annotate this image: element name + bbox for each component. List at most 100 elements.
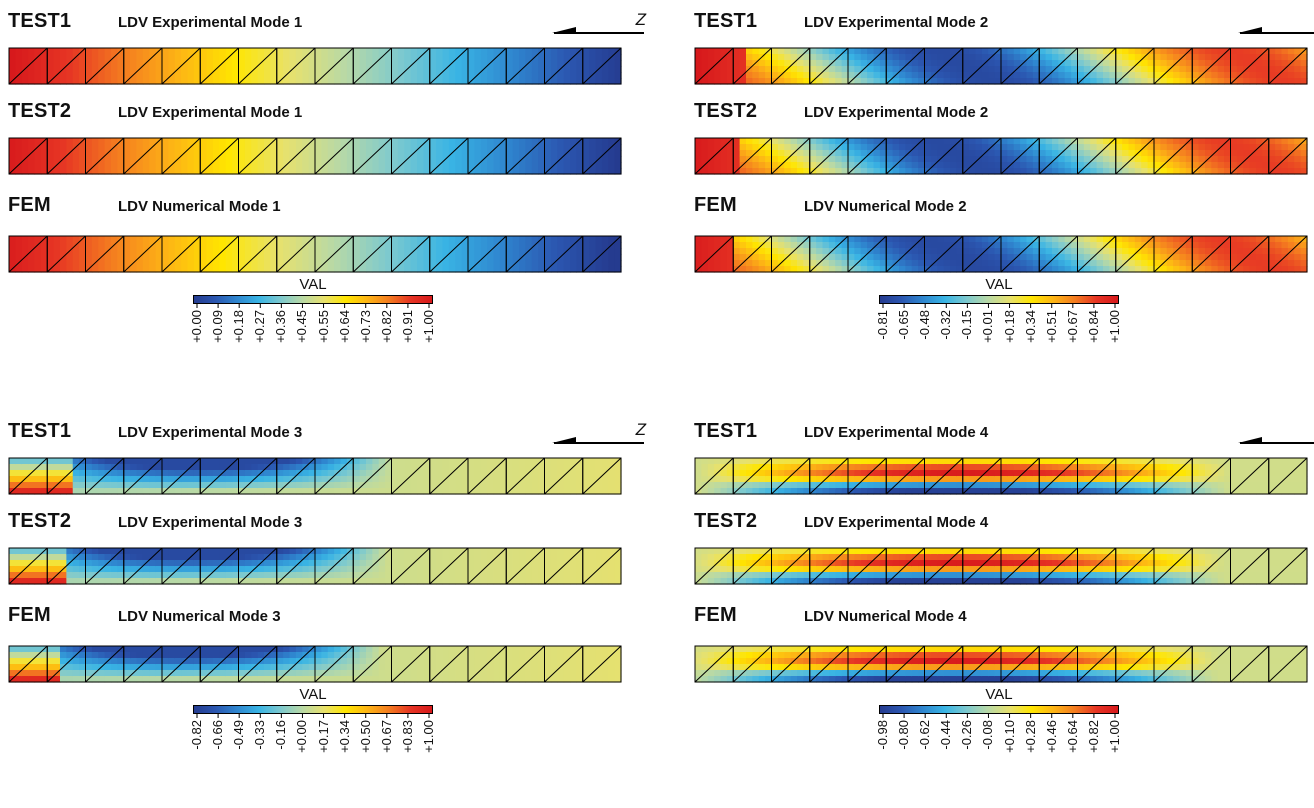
colorbar-tick-label: +0.51 [1044,310,1059,343]
row-title: LDV Numerical Mode 1 [118,198,281,215]
colorbar-title: VAL [193,276,433,293]
colorbar-tick-label: +0.01 [980,310,995,343]
row-title: LDV Experimental Mode 3 [118,514,302,531]
colorbar-tick-label: -0.66 [210,720,225,750]
colorbar-legend: VAL-0.81-0.65-0.48-0.32-0.15+0.01+0.18+0… [879,276,1119,366]
row-tag: FEM [8,194,51,217]
z-axis-label: Z [636,10,646,30]
z-axis-indicator: Z [548,422,648,448]
colorbar-title: VAL [879,686,1119,703]
colorbar-tick-label: +0.45 [294,310,309,343]
row-title: LDV Experimental Mode 3 [118,424,302,441]
colorbar-tick-label: -0.98 [875,720,890,750]
colorbar-tick-label: -0.16 [273,720,288,750]
mesh-strip [8,234,622,274]
colorbar-tick-label: +0.67 [1065,310,1080,343]
row-tag: TEST1 [694,420,757,443]
z-axis-label: Z [636,420,646,440]
row-tag: TEST2 [8,100,71,123]
colorbar-tick-label: +0.55 [316,310,331,343]
colorbar-tick-label: +0.10 [1002,720,1017,753]
row-tag: FEM [694,604,737,627]
colorbar-tick-label: +0.00 [189,310,204,343]
row-tag: TEST1 [8,10,71,33]
mesh-strip [694,136,1308,176]
colorbar-title: VAL [193,686,433,703]
colorbar-tick-label: +0.09 [210,310,225,343]
colorbar-tick-label: +1.00 [421,310,436,343]
colorbar-tick-label: +1.00 [1107,720,1122,753]
mesh-strip [8,546,622,586]
z-axis-indicator: Z [1234,12,1314,38]
colorbar-tick-label: -0.62 [917,720,932,750]
row-title: LDV Numerical Mode 3 [118,608,281,625]
colorbar-tick-label: +0.82 [379,310,394,343]
row-tag: TEST1 [694,10,757,33]
colorbar-tick-label: +0.67 [379,720,394,753]
mesh-strip [8,644,622,684]
colorbar-tick-label: +0.84 [1086,310,1101,343]
row-title: LDV Experimental Mode 1 [118,14,302,31]
colorbar-tick-label: -0.44 [938,720,953,750]
row-title: LDV Experimental Mode 4 [804,424,988,441]
colorbar-legend: VAL-0.98-0.80-0.62-0.44-0.26-0.08+0.10+0… [879,686,1119,776]
colorbar-tick-label: +0.18 [231,310,246,343]
colorbar-tick-label: -0.48 [917,310,932,340]
colorbar-tick-label: +0.91 [400,310,415,343]
z-axis-indicator: Z [1234,422,1314,448]
z-axis-indicator: Z [548,12,648,38]
colorbar-tick-label: -0.80 [896,720,911,750]
colorbar-tick-label: -0.81 [875,310,890,340]
colorbar-tick-label: -0.82 [189,720,204,750]
colorbar-tick-label: +0.64 [1065,720,1080,753]
mesh-strip [694,234,1308,274]
mesh-strip [694,644,1308,684]
row-tag: TEST2 [694,510,757,533]
row-tag: FEM [694,194,737,217]
row-title: LDV Numerical Mode 4 [804,608,967,625]
colorbar-tick-label: +0.34 [1023,310,1038,343]
mesh-strip [694,456,1308,496]
colorbar-tick-label: +0.36 [273,310,288,343]
mesh-strip [8,456,622,496]
mode-shape-row: FEM LDV Numerical Mode 4 [694,604,1314,694]
row-title: LDV Experimental Mode 1 [118,104,302,121]
colorbar-tick-label: +0.46 [1044,720,1059,753]
axis-arrow-icon [548,12,648,38]
colorbar-tick-label: +0.18 [1002,310,1017,343]
row-title: LDV Numerical Mode 2 [804,198,967,215]
mode-shape-row: FEM LDV Numerical Mode 1 [8,194,648,284]
mesh-strip [8,46,622,86]
colorbar-tick-label: +0.64 [337,310,352,343]
colorbar-tick-label: -0.49 [231,720,246,750]
colorbar-gradient [193,705,433,721]
mode-shape-row: TEST1 LDV Experimental Mode 1 Z [8,10,648,100]
colorbar-tick-label: -0.65 [896,310,911,340]
colorbar-gradient [879,705,1119,721]
colorbar-tick-label: +1.00 [421,720,436,753]
colorbar-tick-label: +1.00 [1107,310,1122,343]
mesh-strip [694,46,1308,86]
axis-arrow-icon [548,422,648,448]
colorbar-tick-label: +0.83 [400,720,415,753]
colorbar-tick-label: +0.50 [358,720,373,753]
colorbar-tick-label: +0.73 [358,310,373,343]
colorbar-tick-label: +0.34 [337,720,352,753]
row-title: LDV Experimental Mode 2 [804,104,988,121]
colorbar-tick-label: +0.17 [316,720,331,753]
colorbar-tick-label: +0.28 [1023,720,1038,753]
mesh-strip [8,136,622,176]
colorbar-gradient [193,295,433,311]
colorbar-legend: VAL-0.82-0.66-0.49-0.33-0.16+0.00+0.17+0… [193,686,433,776]
colorbar-gradient [879,295,1119,311]
colorbar-tick-label: +0.82 [1086,720,1101,753]
